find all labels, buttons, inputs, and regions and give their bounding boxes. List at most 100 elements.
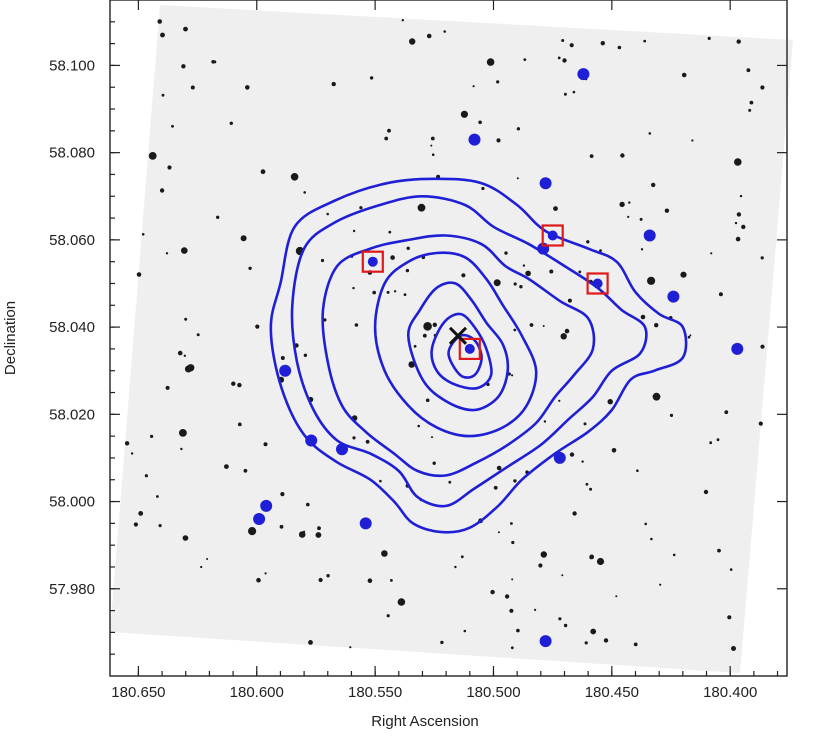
sky-source — [397, 598, 406, 606]
sky-source — [354, 323, 359, 327]
sky-source — [141, 233, 145, 236]
sky-source — [760, 344, 765, 349]
galaxy-point — [253, 513, 266, 525]
sky-source — [718, 292, 723, 297]
sky-source — [159, 188, 165, 193]
sky-source — [405, 268, 410, 273]
sky-source — [569, 43, 574, 48]
sky-source — [543, 420, 547, 423]
sky-source — [589, 554, 595, 560]
sky-source — [603, 638, 609, 643]
x-axis-title: Right Ascension — [371, 713, 479, 730]
sky-source — [372, 290, 377, 295]
sky-source — [640, 314, 646, 320]
sky-source — [431, 153, 435, 156]
center-cross — [448, 326, 468, 345]
sky-source — [710, 252, 713, 255]
sky-source — [171, 124, 174, 128]
galaxy-point — [643, 229, 656, 242]
y-tick-label: 58.100 — [49, 57, 95, 74]
member-box — [361, 250, 384, 273]
sky-source — [739, 194, 743, 198]
sky-source — [387, 128, 391, 133]
sky-source — [511, 540, 515, 545]
sky-source — [248, 266, 252, 270]
sky-source — [672, 553, 676, 557]
sky-source — [379, 479, 382, 483]
sky-source — [560, 333, 567, 340]
sky-source — [401, 19, 404, 22]
sky-source — [567, 298, 572, 303]
sky-source — [749, 100, 754, 105]
sky-source — [727, 615, 732, 620]
galaxy-point — [667, 290, 680, 303]
sky-source — [211, 60, 215, 64]
boxed-member-point — [547, 230, 558, 241]
sky-source — [413, 344, 417, 348]
sky-source — [600, 41, 605, 46]
sky-source — [572, 511, 577, 516]
galaxy-point — [539, 635, 552, 648]
sky-source — [177, 350, 183, 356]
sky-source — [425, 398, 430, 403]
member-box — [586, 272, 609, 295]
sky-source — [352, 286, 355, 290]
sky-source — [478, 120, 482, 125]
sky-source — [224, 464, 229, 469]
y-tick-label: 57.980 — [49, 581, 95, 598]
sky-source — [403, 293, 407, 296]
plot-frame — [109, 0, 788, 677]
sky-source — [320, 258, 325, 263]
sky-source — [280, 356, 285, 360]
y-tick-label: 58.040 — [49, 319, 95, 336]
galaxy-point — [260, 499, 273, 512]
contour-level-3 — [321, 234, 596, 478]
sky-source — [384, 136, 389, 141]
sky-source — [513, 479, 517, 483]
sky-source — [124, 441, 130, 446]
sky-source — [264, 572, 267, 575]
sky-source — [654, 323, 659, 328]
sky-source — [650, 537, 653, 541]
sky-source — [647, 276, 656, 285]
x-tick-label: 180.650 — [111, 684, 165, 701]
sky-source — [596, 557, 605, 566]
sky-source — [652, 392, 661, 401]
sky-source — [200, 565, 203, 569]
boxed-member-point — [367, 256, 378, 267]
x-tick-label: 180.450 — [585, 684, 639, 701]
sky-source — [599, 249, 602, 253]
sky-source — [486, 58, 495, 66]
sky-source — [248, 527, 257, 536]
sky-source — [408, 361, 416, 368]
sky-source — [703, 489, 709, 495]
sky-source — [359, 206, 363, 210]
sky-source — [138, 511, 144, 516]
sky-image — [110, 5, 793, 673]
sky-source — [461, 273, 466, 278]
sky-source — [557, 56, 561, 60]
sky-source — [590, 628, 597, 635]
sky-source — [584, 641, 588, 645]
sky-source — [216, 215, 220, 219]
sky-source — [734, 221, 738, 225]
contour-level-6 — [430, 312, 493, 390]
sky-source — [165, 385, 170, 390]
sky-source — [318, 577, 323, 583]
sky-source — [496, 465, 502, 471]
contour-level-5 — [406, 281, 510, 412]
sky-source — [390, 579, 393, 582]
sky-source — [161, 93, 165, 97]
sky-source — [581, 460, 584, 463]
sky-source — [542, 325, 545, 327]
sky-source — [504, 251, 508, 255]
y-axis: 57.980 58.000 58.020 58.040 58.060 58.080 58.1… — [49, 21, 787, 655]
sky-source — [303, 530, 306, 533]
sky-source — [689, 334, 692, 337]
sky-source — [644, 522, 647, 526]
sky-source — [430, 136, 435, 141]
sky-source — [561, 574, 564, 577]
sky-source — [643, 39, 647, 43]
sky-source — [572, 90, 576, 94]
